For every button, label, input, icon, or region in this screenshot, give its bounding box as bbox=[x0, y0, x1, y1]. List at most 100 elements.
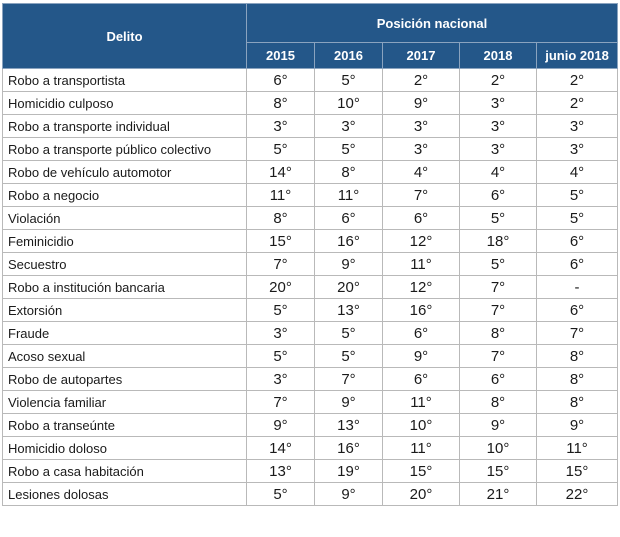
rank-cell: 20° bbox=[382, 482, 460, 506]
table-row: Robo a negocio 11° 11° 7° 6° 5° bbox=[2, 183, 619, 207]
delito-name: Robo a negocio bbox=[2, 183, 247, 207]
rank-cell: 3° bbox=[246, 114, 315, 138]
rank-cell: 12° bbox=[382, 275, 460, 299]
year-header-2017: 2017 bbox=[382, 42, 460, 69]
rank-cell: 7° bbox=[459, 298, 537, 322]
rank-cell: 11° bbox=[535, 436, 619, 460]
rank-cell: 5° bbox=[535, 206, 619, 230]
table-row: Lesiones dolosas 5° 9° 20° 21° 22° bbox=[2, 482, 619, 506]
rank-cell: 5° bbox=[246, 482, 315, 506]
rank-cell: 10° bbox=[382, 413, 460, 437]
table-row: Feminicidio 15° 16° 12° 18° 6° bbox=[2, 229, 619, 253]
rank-cell: 5° bbox=[535, 183, 619, 207]
delito-name: Fraude bbox=[2, 321, 247, 345]
delito-column-header: Delito bbox=[2, 3, 247, 69]
table-body: Robo a transportista 6° 5° 2° 2° 2° Homicidio … bbox=[2, 68, 619, 506]
rank-cell: 19° bbox=[314, 459, 383, 483]
rank-cell: 11° bbox=[382, 390, 460, 414]
delito-name: Robo a transportista bbox=[2, 68, 247, 92]
rank-cell: 5° bbox=[246, 344, 315, 368]
rank-cell: 3° bbox=[382, 114, 460, 138]
rank-cell: 7° bbox=[459, 344, 537, 368]
rank-cell: 3° bbox=[535, 137, 619, 161]
delito-name: Robo a transporte individual bbox=[2, 114, 247, 138]
rank-cell: 2° bbox=[535, 68, 619, 92]
rank-cell: 6° bbox=[535, 252, 619, 276]
delito-name: Lesiones dolosas bbox=[2, 482, 247, 506]
table-row: Robo de autopartes 3° 7° 6° 6° 8° bbox=[2, 367, 619, 391]
rank-cell: 15° bbox=[535, 459, 619, 483]
table-row: Robo a institución bancaria 20° 20° 12° 7° - bbox=[2, 275, 619, 299]
year-header-junio-2018: junio 2018 bbox=[535, 42, 619, 69]
delito-name: Extorsión bbox=[2, 298, 247, 322]
rank-cell: 3° bbox=[535, 114, 619, 138]
rank-cell: 3° bbox=[459, 137, 537, 161]
rank-cell: 6° bbox=[382, 206, 460, 230]
rank-cell: 5° bbox=[314, 344, 383, 368]
year-header-2016: 2016 bbox=[314, 42, 383, 69]
rank-cell: 9° bbox=[459, 413, 537, 437]
table-row: Violencia familiar 7° 9° 11° 8° 8° bbox=[2, 390, 619, 414]
rank-cell: 13° bbox=[314, 413, 383, 437]
year-header-2015: 2015 bbox=[246, 42, 315, 69]
delito-name: Acoso sexual bbox=[2, 344, 247, 368]
rank-cell: 6° bbox=[535, 298, 619, 322]
rank-cell: 3° bbox=[459, 114, 537, 138]
rank-cell: 4° bbox=[459, 160, 537, 184]
delito-name: Violación bbox=[2, 206, 247, 230]
rank-cell: 10° bbox=[314, 91, 383, 115]
rank-cell: 20° bbox=[314, 275, 383, 299]
rank-cell: 8° bbox=[459, 390, 537, 414]
delito-name: Feminicidio bbox=[2, 229, 247, 253]
rank-cell: 3° bbox=[314, 114, 383, 138]
rank-cell: 9° bbox=[382, 91, 460, 115]
rank-cell: 8° bbox=[459, 321, 537, 345]
ranking-table: Delito Posición nacional 2015 2016 2017 … bbox=[2, 3, 619, 506]
rank-cell: 16° bbox=[314, 229, 383, 253]
table-row: Robo de vehículo automotor 14° 8° 4° 4° 4° bbox=[2, 160, 619, 184]
rank-cell: 5° bbox=[314, 68, 383, 92]
rank-cell: 21° bbox=[459, 482, 537, 506]
delito-name: Homicidio doloso bbox=[2, 436, 247, 460]
rank-cell: 5° bbox=[459, 206, 537, 230]
rank-cell: 9° bbox=[314, 482, 383, 506]
rank-cell: 9° bbox=[382, 344, 460, 368]
rank-cell: 7° bbox=[246, 390, 315, 414]
rank-cell: 9° bbox=[535, 413, 619, 437]
rank-cell: 22° bbox=[535, 482, 619, 506]
rank-cell: 7° bbox=[535, 321, 619, 345]
rank-cell: 8° bbox=[246, 206, 315, 230]
rank-cell: 6° bbox=[314, 206, 383, 230]
rank-cell: 6° bbox=[246, 68, 315, 92]
delito-name: Robo de vehículo automotor bbox=[2, 160, 247, 184]
rank-cell: 7° bbox=[314, 367, 383, 391]
rank-cell: 11° bbox=[314, 183, 383, 207]
rank-cell: - bbox=[535, 275, 619, 299]
rank-cell: 3° bbox=[382, 137, 460, 161]
rank-cell: 15° bbox=[459, 459, 537, 483]
rank-cell: 10° bbox=[459, 436, 537, 460]
delito-name: Secuestro bbox=[2, 252, 247, 276]
year-header-2018: 2018 bbox=[459, 42, 537, 69]
rank-cell: 4° bbox=[382, 160, 460, 184]
rank-cell: 3° bbox=[246, 321, 315, 345]
rank-cell: 11° bbox=[382, 252, 460, 276]
table-row: Secuestro 7° 9° 11° 5° 6° bbox=[2, 252, 619, 276]
rank-cell: 6° bbox=[459, 367, 537, 391]
rank-cell: 3° bbox=[459, 91, 537, 115]
rank-cell: 11° bbox=[246, 183, 315, 207]
rank-cell: 16° bbox=[382, 298, 460, 322]
rank-cell: 2° bbox=[535, 91, 619, 115]
rank-cell: 8° bbox=[535, 390, 619, 414]
rank-cell: 9° bbox=[314, 252, 383, 276]
table-header: Delito Posición nacional 2015 2016 2017 … bbox=[2, 3, 619, 69]
rank-cell: 18° bbox=[459, 229, 537, 253]
rank-cell: 8° bbox=[314, 160, 383, 184]
rank-cell: 15° bbox=[382, 459, 460, 483]
delito-name: Robo a institución bancaria bbox=[2, 275, 247, 299]
rank-cell: 6° bbox=[382, 367, 460, 391]
rank-cell: 7° bbox=[246, 252, 315, 276]
rank-cell: 13° bbox=[314, 298, 383, 322]
rank-cell: 4° bbox=[535, 160, 619, 184]
rank-cell: 5° bbox=[459, 252, 537, 276]
